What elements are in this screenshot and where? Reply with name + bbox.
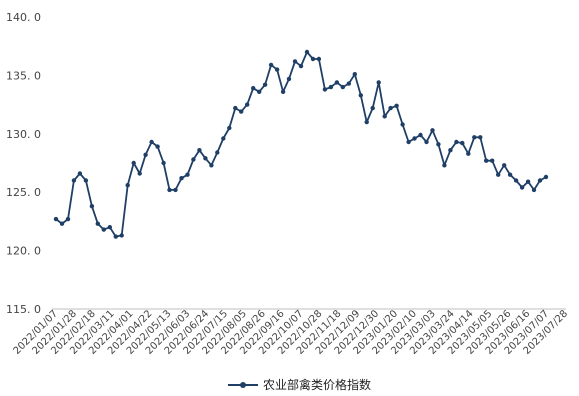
data-point [448, 148, 453, 153]
data-point [215, 150, 220, 155]
data-point [209, 163, 214, 168]
y-tick-label: 115. 0 [6, 303, 41, 316]
data-point [478, 135, 483, 140]
data-point [537, 178, 543, 183]
data-point [316, 56, 322, 62]
data-point [251, 86, 256, 91]
data-point [257, 89, 262, 95]
data-point [239, 109, 244, 114]
data-point [83, 178, 89, 183]
data-point [388, 105, 393, 111]
data-point [352, 72, 357, 77]
data-point [149, 139, 154, 145]
data-point [137, 171, 142, 176]
data-point [113, 234, 119, 239]
data-point [59, 221, 65, 226]
data-point [143, 152, 148, 157]
data-point [197, 148, 202, 153]
data-point [394, 103, 399, 109]
data-point [370, 105, 375, 111]
data-point [71, 178, 77, 183]
data-point [490, 158, 495, 163]
data-point [406, 139, 411, 145]
data-point [65, 216, 71, 222]
data-point [280, 89, 286, 95]
series-line [55, 51, 547, 238]
data-point [358, 93, 363, 98]
data-point [131, 160, 136, 166]
data-point [424, 139, 429, 145]
data-point [376, 80, 381, 85]
data-point [95, 221, 101, 226]
data-point [227, 125, 232, 131]
data-point [286, 76, 292, 82]
data-point [513, 178, 519, 183]
data-point [274, 67, 280, 72]
y-tick-label: 120. 0 [6, 245, 41, 258]
data-point [502, 163, 507, 168]
data-point [496, 172, 501, 177]
data-point [107, 225, 113, 230]
data-point [89, 204, 95, 209]
legend: 农业部禽类价格指数 [228, 377, 371, 392]
data-point [484, 158, 489, 163]
data-point [310, 56, 316, 62]
data-point [543, 174, 549, 180]
y-axis: 115. 0 120. 0 125. 0 130. 0 135. 0 140. 0 [6, 11, 41, 316]
data-point [418, 132, 423, 138]
data-point [334, 80, 340, 85]
data-point [466, 151, 471, 156]
data-point [519, 185, 525, 190]
data-point [436, 142, 441, 147]
data-point [460, 140, 465, 146]
legend-marker-swatch [240, 382, 246, 388]
data-point [531, 187, 537, 193]
series-layer [53, 49, 549, 239]
data-point [507, 172, 513, 177]
data-point [346, 81, 351, 86]
data-point [179, 176, 184, 181]
data-point [155, 144, 160, 149]
data-point [442, 163, 447, 168]
data-point [525, 179, 531, 184]
y-tick-label: 130. 0 [6, 128, 41, 141]
legend-label: 农业部禽类价格指数 [263, 377, 371, 392]
data-point [412, 136, 417, 141]
data-point [364, 119, 369, 125]
data-point [292, 59, 298, 64]
data-point [400, 122, 405, 127]
data-point [233, 105, 238, 111]
data-point [185, 172, 190, 177]
x-axis: 2022/01/072022/01/282022/02/182022/03/11… [12, 308, 571, 357]
data-point [221, 136, 226, 141]
y-tick-label: 140. 0 [6, 11, 41, 24]
data-point [322, 87, 328, 92]
y-tick-label: 135. 0 [6, 69, 41, 82]
data-point [245, 102, 250, 107]
data-point [328, 84, 334, 90]
data-point [268, 62, 274, 68]
data-point [119, 233, 124, 238]
data-point [298, 63, 304, 69]
data-point [77, 171, 83, 176]
data-point [191, 157, 196, 162]
data-point [53, 216, 59, 222]
data-point [125, 183, 130, 188]
data-point [304, 49, 310, 55]
data-point [454, 139, 459, 145]
data-point [430, 128, 435, 133]
data-point [472, 135, 477, 140]
data-point [101, 227, 107, 232]
data-point [161, 160, 166, 166]
data-point [382, 114, 387, 119]
data-point [340, 84, 345, 90]
y-tick-label: 125. 0 [6, 186, 41, 199]
data-point [173, 187, 178, 193]
data-point [262, 82, 268, 87]
data-point [167, 187, 172, 193]
data-point [203, 156, 208, 161]
